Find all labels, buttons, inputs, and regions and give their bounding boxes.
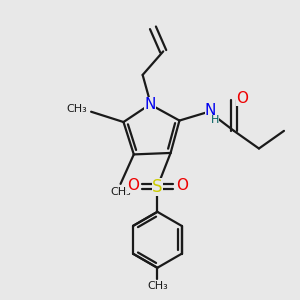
- Text: CH₃: CH₃: [110, 187, 131, 197]
- Text: O: O: [176, 178, 188, 193]
- Text: CH₃: CH₃: [66, 104, 87, 114]
- Text: CH₃: CH₃: [147, 281, 168, 291]
- Text: N: N: [205, 103, 216, 118]
- Text: O: O: [127, 178, 139, 193]
- Text: H: H: [211, 115, 219, 125]
- Text: S: S: [152, 178, 163, 196]
- Text: O: O: [236, 91, 248, 106]
- Text: N: N: [144, 97, 156, 112]
